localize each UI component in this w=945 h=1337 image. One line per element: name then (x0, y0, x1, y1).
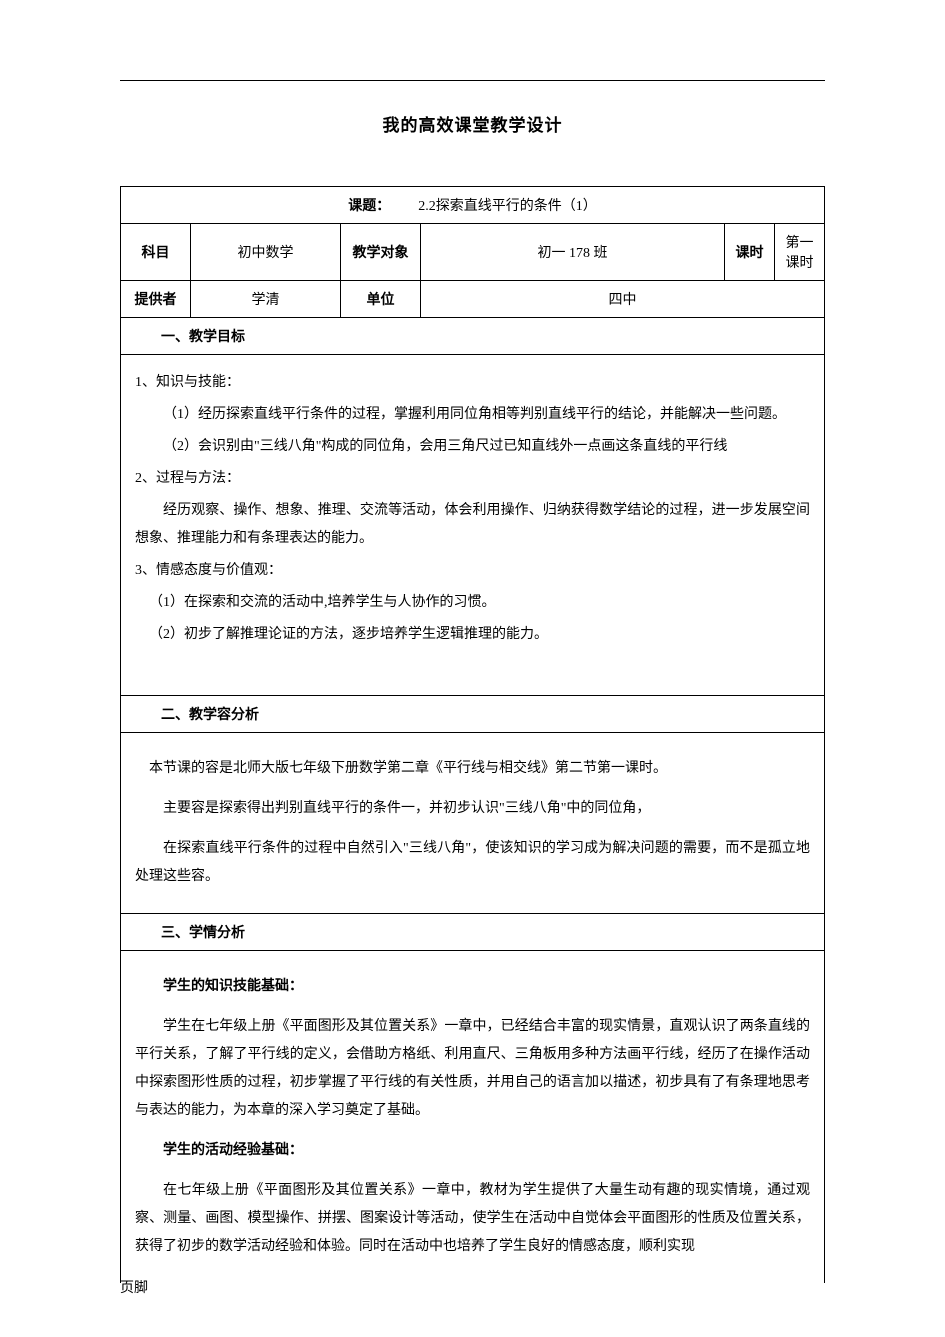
subject-label: 科目 (121, 224, 191, 281)
topic-value: 2.2探索直线平行的条件（1） (418, 199, 597, 214)
page-container: 我的高效课堂教学设计 课题： 2.2探索直线平行的条件（1） 科目 初中数学 教… (0, 0, 945, 1323)
section-1-header: 一、教学目标 (121, 318, 825, 355)
section-3-header: 三、学情分析 (121, 914, 825, 951)
section-1-content-row: 1、知识与技能： （1）经历探索直线平行条件的过程，掌握利用同位角相等判别直线平… (121, 355, 825, 696)
s1-h1: 1、知识与技能： (135, 369, 810, 397)
info-row-2: 提供者 学清 单位 四中 (121, 281, 825, 318)
s1-p3: 经历观察、操作、想象、推理、交流等活动，体会利用操作、归纳获得数学结论的过程，进… (135, 497, 810, 553)
topic-row: 课题： 2.2探索直线平行的条件（1） (121, 187, 825, 224)
section-3-content: 学生的知识技能基础： 学生在七年级上册《平面图形及其位置关系》一章中，已经结合丰… (121, 951, 825, 1284)
s2-p1: 本节课的容是北师大版七年级下册数学第二章《平行线与相交线》第二节第一课时。 (135, 755, 810, 783)
period-label: 课时 (725, 224, 775, 281)
unit-label: 单位 (341, 281, 421, 318)
info-row-1: 科目 初中数学 教学对象 初一 178 班 课时 第一课时 (121, 224, 825, 281)
s3-h2: 学生的活动经验基础： (135, 1137, 810, 1165)
topic-cell: 课题： 2.2探索直线平行的条件（1） (121, 187, 825, 224)
document-title: 我的高效课堂教学设计 (120, 111, 825, 136)
period-value: 第一课时 (775, 224, 825, 281)
s1-p2: （2）会识别由"三线八角"构成的同位角，会用三角尺过已知直线外一点画这条直线的平… (135, 433, 810, 461)
provider-value: 学清 (191, 281, 341, 318)
section-2-content-row: 本节课的容是北师大版七年级下册数学第二章《平行线与相交线》第二节第一课时。 主要… (121, 733, 825, 914)
section-3-header-row: 三、学情分析 (121, 914, 825, 951)
section-3-content-row: 学生的知识技能基础： 学生在七年级上册《平面图形及其位置关系》一章中，已经结合丰… (121, 951, 825, 1284)
section-2-header-row: 二、教学容分析 (121, 696, 825, 733)
s3-h1: 学生的知识技能基础： (135, 973, 810, 1001)
target-value: 初一 178 班 (421, 224, 725, 281)
s1-p1: （1）经历探索直线平行条件的过程，掌握利用同位角相等判别直线平行的结论，并能解决… (135, 401, 810, 429)
s2-p2: 主要容是探索得出判别直线平行的条件一，并初步认识"三线八角"中的同位角， (135, 795, 810, 823)
page-footer: 页脚 (120, 1277, 148, 1297)
s1-p4: （1）在探索和交流的活动中,培养学生与人协作的习惯。 (135, 589, 810, 617)
s1-h3: 3、情感态度与价值观： (135, 557, 810, 585)
topic-label: 课题： (348, 199, 390, 214)
s2-p3: 在探索直线平行条件的过程中自然引入"三线八角"，使该知识的学习成为解决问题的需要… (135, 835, 810, 891)
provider-label: 提供者 (121, 281, 191, 318)
target-label: 教学对象 (341, 224, 421, 281)
s1-h2: 2、过程与方法： (135, 465, 810, 493)
lesson-plan-table: 课题： 2.2探索直线平行的条件（1） 科目 初中数学 教学对象 初一 178 … (120, 186, 825, 1283)
header-rule (120, 80, 825, 81)
s3-p2: 在七年级上册《平面图形及其位置关系》一章中，教材为学生提供了大量生动有趣的现实情… (135, 1177, 810, 1261)
section-2-content: 本节课的容是北师大版七年级下册数学第二章《平行线与相交线》第二节第一课时。 主要… (121, 733, 825, 914)
s1-p5: （2）初步了解推理论证的方法，逐步培养学生逻辑推理的能力。 (135, 621, 810, 649)
s3-p1: 学生在七年级上册《平面图形及其位置关系》一章中，已经结合丰富的现实情景，直观认识… (135, 1013, 810, 1125)
section-1-header-row: 一、教学目标 (121, 318, 825, 355)
section-2-header: 二、教学容分析 (121, 696, 825, 733)
s1-spacer (135, 653, 810, 681)
section-1-content: 1、知识与技能： （1）经历探索直线平行条件的过程，掌握利用同位角相等判别直线平… (121, 355, 825, 696)
unit-value: 四中 (421, 281, 825, 318)
subject-value: 初中数学 (191, 224, 341, 281)
